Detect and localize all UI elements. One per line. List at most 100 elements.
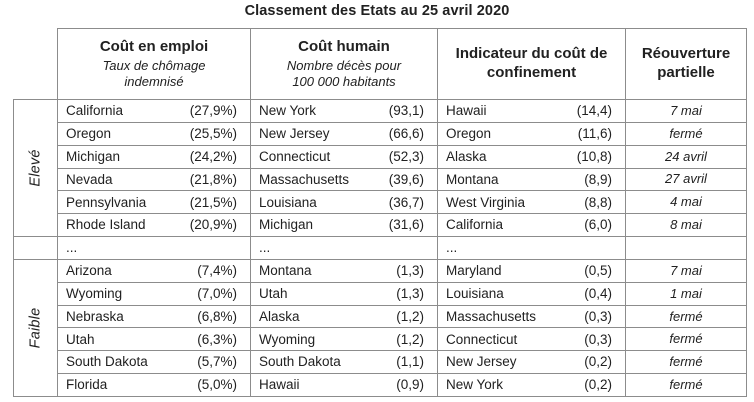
cell-confinement: Connecticut (0,3) — [437, 327, 626, 352]
cell-emploi: Arizona (7,4%) — [57, 258, 251, 283]
state-name: California — [66, 103, 124, 119]
reopening-date: 27 avril — [665, 171, 707, 187]
column-title: Réouverture partielle — [641, 45, 731, 81]
reopening-date: 24 avril — [665, 148, 707, 164]
reopening-date: fermé — [669, 125, 703, 141]
state-name: New York — [446, 377, 504, 393]
group-label-text: Faible — [27, 307, 44, 349]
cell-humain: Michigan (31,6) — [250, 213, 438, 238]
cell-confinement: Massachusetts (0,3) — [437, 304, 626, 329]
header-spacer-cell — [14, 29, 58, 100]
table-row: Rhode Island (20,9%) Michigan (31,6) Calif… — [14, 213, 747, 238]
state-name: California — [446, 217, 504, 233]
table-row: Nevada (21,8%) Massachusetts (39,6) Montan… — [14, 167, 747, 192]
cell-emploi: ... — [57, 236, 251, 260]
state-value: (0,9) — [396, 377, 424, 393]
cell-emploi: California (27,9%) — [57, 99, 251, 123]
state-value: (0,3) — [584, 331, 612, 347]
state-name: Wyoming — [66, 285, 123, 301]
cell-emploi: Nebraska (6,8%) — [57, 304, 251, 329]
cell-emploi: Utah (6,3%) — [57, 327, 251, 352]
cell-emploi: Oregon (25,5%) — [57, 121, 251, 146]
state-name: Nevada — [66, 171, 113, 187]
state-value: (25,5%) — [189, 126, 237, 142]
table-row: Wyoming (7,0%) Utah (1,3) Louisiana (0,4) 1… — [14, 281, 747, 306]
state-value: (0,5) — [584, 263, 612, 279]
state-value: (1,3) — [396, 285, 424, 301]
column-title: Indicateur du coût de confinement — [455, 45, 608, 81]
reopening-date: fermé — [669, 331, 703, 347]
reopening-date: 7 mai — [670, 102, 702, 118]
state-name: Montana — [259, 263, 312, 279]
group-label-text: Elevé — [27, 149, 44, 187]
state-name: Connecticut — [446, 331, 518, 347]
state-value: (39,6) — [388, 171, 424, 187]
state-value: (24,2%) — [189, 148, 237, 164]
cell-reouverture: fermé — [625, 373, 747, 397]
state-name: Pennsylvania — [66, 194, 147, 210]
state-name: South Dakota — [66, 354, 148, 370]
state-name: Michigan — [66, 148, 121, 164]
state-value: (1,2) — [396, 308, 424, 324]
state-name: Alaska — [259, 308, 300, 324]
cell-humain: Hawaii (0,9) — [250, 373, 438, 397]
state-value: (0,2) — [584, 377, 612, 393]
state-value: (1,1) — [396, 354, 424, 370]
table-row: Florida (5,0%) Hawaii (0,9) New York (0,2) … — [14, 373, 747, 397]
cell-emploi: Michigan (24,2%) — [57, 144, 251, 169]
state-value: (0,4) — [584, 285, 612, 301]
cell-confinement: Oregon (11,6) — [437, 121, 626, 146]
state-name: Oregon — [446, 126, 492, 142]
table-row: South Dakota (5,7%) South Dakota (1,1) New… — [14, 350, 747, 375]
cell-confinement: Alaska (10,8) — [437, 144, 626, 169]
state-name: Massachusetts — [446, 308, 537, 324]
state-value: (1,2) — [396, 331, 424, 347]
state-name: Hawaii — [259, 377, 300, 393]
state-name: Alaska — [446, 148, 487, 164]
column-header-indicateur-confinement: Indicateur du coût de confinement — [437, 28, 626, 100]
row-group-label-eleve: Elevé — [13, 98, 58, 238]
table-row: Nebraska (6,8%) Alaska (1,2) Massachusetts… — [14, 304, 747, 329]
cell-humain: Connecticut (52,3) — [250, 144, 438, 169]
cell-humain: Wyoming (1,2) — [250, 327, 438, 352]
cell-emploi: South Dakota (5,7%) — [57, 350, 251, 375]
reopening-date: 1 mai — [670, 285, 702, 301]
state-name: Louisiana — [259, 194, 317, 210]
cell-emploi: Nevada (21,8%) — [57, 167, 251, 192]
cell-humain: Louisiana (36,7) — [250, 190, 438, 215]
table-row: Elevé California (27,9%) New York (93,1) H… — [13, 98, 747, 238]
state-name: West Virginia — [446, 194, 526, 210]
table-row: Pennsylvania (21,5%) Louisiana (36,7) West… — [14, 190, 747, 215]
cell-reouverture: 7 mai — [625, 258, 747, 283]
state-value: (14,4) — [576, 103, 612, 119]
state-name: Hawaii — [446, 103, 487, 119]
cell-confinement: New Jersey (0,2) — [437, 350, 626, 375]
state-value: (7,4%) — [197, 263, 237, 279]
ellipsis: ... — [446, 240, 458, 256]
cell-reouverture: fermé — [625, 327, 747, 352]
state-name: Massachusetts — [259, 171, 350, 187]
cell-humain: Alaska (1,2) — [250, 304, 438, 329]
state-name: Oregon — [66, 126, 112, 142]
column-subtitle: Taux de chômage indemnisé — [102, 57, 206, 89]
cell-emploi: Rhode Island (20,9%) — [57, 213, 251, 238]
state-value: (21,8%) — [189, 171, 237, 187]
ellipsis-row: ... ... ... — [13, 236, 747, 260]
state-name: Connecticut — [259, 148, 331, 164]
state-name: Montana — [446, 171, 499, 187]
cell-reouverture: fermé — [625, 304, 747, 329]
reopening-date: fermé — [669, 354, 703, 370]
state-value: (6,8%) — [197, 308, 237, 324]
page-title: Classement des Etats au 25 avril 2020 — [244, 3, 510, 19]
state-name: Arizona — [66, 263, 112, 279]
reopening-date: 4 mai — [670, 194, 702, 210]
cell-humain: New Jersey (66,6) — [250, 121, 438, 146]
table-row: Oregon (25,5%) New Jersey (66,6) Oregon (11… — [14, 121, 747, 146]
state-name: Rhode Island — [66, 217, 146, 233]
state-value: (27,9%) — [189, 103, 237, 119]
state-name: Michigan — [259, 217, 314, 233]
table-row: Utah (6,3%) Wyoming (1,2) Connecticut (0,3)… — [14, 327, 747, 352]
state-value: (11,6) — [577, 126, 612, 142]
row-group-label-empty — [13, 236, 58, 260]
